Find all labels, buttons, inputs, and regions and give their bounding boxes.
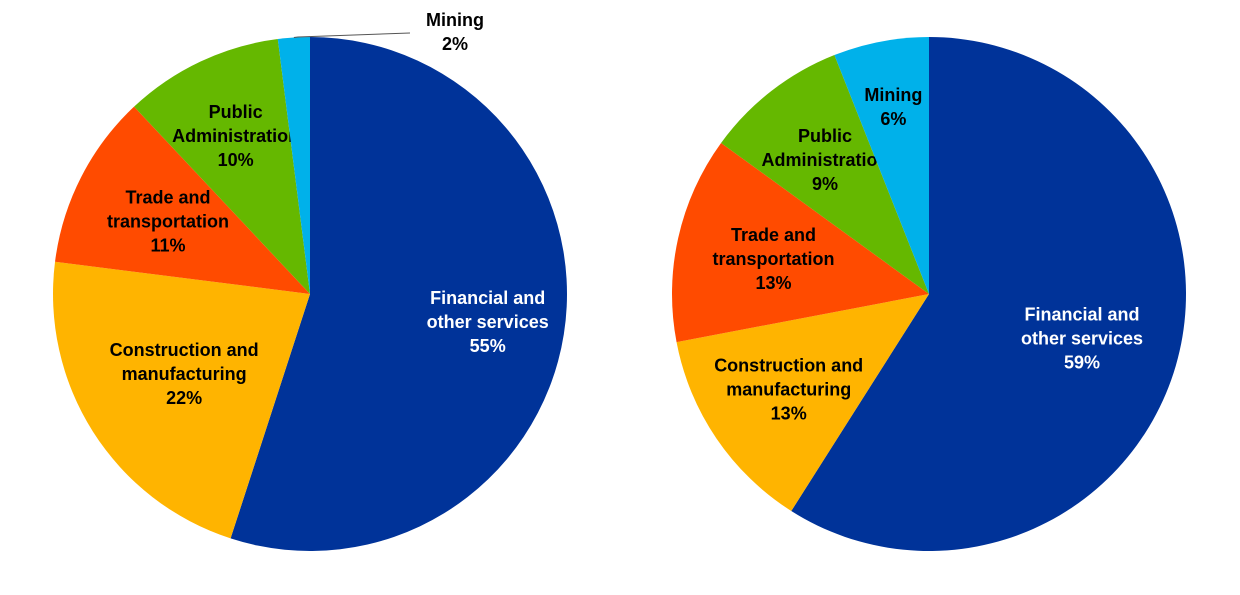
slice-value-trade-and-transportation: 11%	[150, 236, 185, 256]
slice-label-public-administration: Administration	[172, 126, 299, 146]
slice-trade-and-transportation	[55, 106, 310, 294]
slice-value-mining: 2%	[442, 34, 468, 54]
slice-label-construction-and-manufacturing: manufacturing	[122, 364, 247, 384]
slice-label-public-administration: Public	[209, 102, 263, 122]
slice-value-public-administration: 9%	[812, 174, 838, 194]
slice-financial-and-other-services	[791, 37, 1187, 551]
slice-mining	[834, 37, 929, 294]
slice-value-financial-and-other-services: 55%	[470, 336, 506, 356]
slice-label-trade-and-transportation: transportation	[107, 212, 229, 232]
slice-value-construction-and-manufacturing: 13%	[771, 403, 807, 423]
slice-value-mining: 6%	[880, 109, 906, 129]
slice-label-financial-and-other-services: Financial and	[430, 288, 545, 308]
slice-label-financial-and-other-services: other services	[427, 312, 549, 332]
slice-trade-and-transportation	[671, 142, 929, 343]
slice-label-construction-and-manufacturing: Construction and	[110, 340, 259, 360]
slice-public-administration	[134, 39, 310, 294]
slice-label-public-administration: Administration	[761, 150, 888, 170]
slice-label-mining: Mining	[864, 85, 922, 105]
slice-label-construction-and-manufacturing: manufacturing	[726, 379, 851, 399]
slice-label-financial-and-other-services: other services	[1021, 329, 1143, 349]
leader-line-mining	[293, 32, 411, 38]
pie-chart-1: Financial and other services 55% Constructi…	[53, 10, 568, 551]
slice-mining	[277, 37, 310, 294]
slice-label-trade-and-transportation: transportation	[712, 249, 834, 269]
slice-label-construction-and-manufacturing: Construction and	[714, 355, 863, 375]
pie-chart-2: Financial and other services 59% Constructi…	[671, 37, 1187, 551]
slice-label-public-administration: Public	[798, 126, 852, 146]
slice-construction-and-manufacturing	[676, 294, 929, 511]
slice-value-trade-and-transportation: 13%	[755, 273, 791, 293]
slice-financial-and-other-services	[230, 37, 568, 551]
slice-construction-and-manufacturing	[53, 261, 311, 539]
slice-value-construction-and-manufacturing: 22%	[166, 388, 202, 408]
slice-value-public-administration: 10%	[218, 150, 254, 170]
slice-label-financial-and-other-services: Financial and	[1024, 305, 1139, 325]
slice-label-trade-and-transportation: Trade and	[125, 188, 210, 208]
slice-label-mining: Mining	[426, 10, 484, 30]
slice-value-financial-and-other-services: 59%	[1064, 353, 1100, 373]
slice-public-administration	[721, 55, 929, 294]
slice-label-trade-and-transportation: Trade and	[731, 225, 816, 245]
